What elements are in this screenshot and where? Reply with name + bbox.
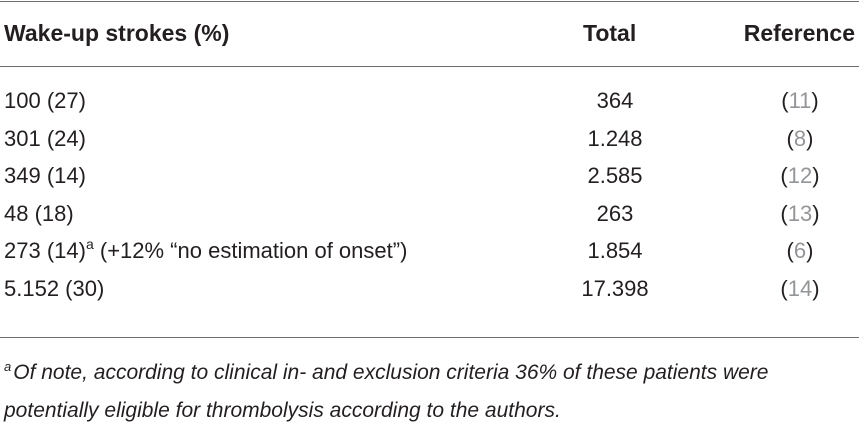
reference-cell: (12) [780,163,820,188]
reference-link[interactable]: 8 [793,125,807,151]
table-row: 273 (14)a (+12% “no estimation of onset”… [0,232,859,270]
strokes-value: 5.152 (30) [4,275,105,301]
reference-cell: (6) [786,238,814,263]
reference-link[interactable]: 13 [787,200,813,226]
table-row: 301 (24) 1.248 (8) [0,120,859,158]
table-row: 5.152 (30) 17.398 (14) [0,270,859,308]
strokes-value: 349 (14) [4,163,86,188]
reference-link[interactable]: 11 [788,88,812,113]
strokes-value: 48 (18) [4,200,74,226]
bottom-rule [0,337,859,338]
table-footnote: aOf note, according to clinical in- and … [4,354,854,430]
header-rule [0,66,859,67]
table-body: 100 (27) 364 (11) 301 (24) 1.248 (8) 349… [0,82,859,307]
strokes-value: 273 (14) [4,238,86,263]
reference-link[interactable]: 14 [787,275,813,301]
reference-cell: (14) [780,275,820,301]
wake-up-strokes-cell: 100 (27) [4,82,86,120]
table-row: 48 (18) 263 (13) [0,195,859,233]
wake-up-strokes-cell: 301 (24) [4,120,86,158]
reference-link[interactable]: 6 [793,238,807,263]
footnote-marker[interactable]: a [85,236,94,252]
top-rule [0,1,859,2]
strokes-extra-note: (+12% “no estimation of onset”) [93,238,408,263]
table-row: 100 (27) 364 (11) [0,82,859,120]
reference-cell: (11) [781,88,819,113]
strokes-value: 301 (24) [4,125,86,151]
wake-up-strokes-cell: 48 (18) [4,195,74,233]
wake-up-strokes-cell: 349 (14) [4,157,86,195]
footnote-text: Of note, according to clinical in- and e… [4,361,769,422]
header-reference: Reference [743,20,855,46]
total-cell: 17.398 [581,275,649,301]
reference-link[interactable]: 12 [787,163,813,188]
strokes-value: 100 (27) [4,88,86,113]
wake-up-strokes-cell: 273 (14)a (+12% “no estimation of onset”… [4,232,407,270]
wake-up-strokes-cell: 5.152 (30) [4,270,104,308]
reference-cell: (13) [780,200,820,226]
total-cell: 263 [596,200,634,226]
total-cell: 1.248 [587,125,643,151]
header-total: Total [583,20,637,46]
total-cell: 2.585 [587,163,643,188]
footnote-marker: a [4,359,12,374]
total-cell: 364 [596,88,634,113]
total-cell: 1.854 [587,238,643,263]
reference-cell: (8) [786,125,814,151]
table-row: 349 (14) 2.585 (12) [0,157,859,195]
header-wake-up-strokes: Wake-up strokes (%) [4,20,230,46]
